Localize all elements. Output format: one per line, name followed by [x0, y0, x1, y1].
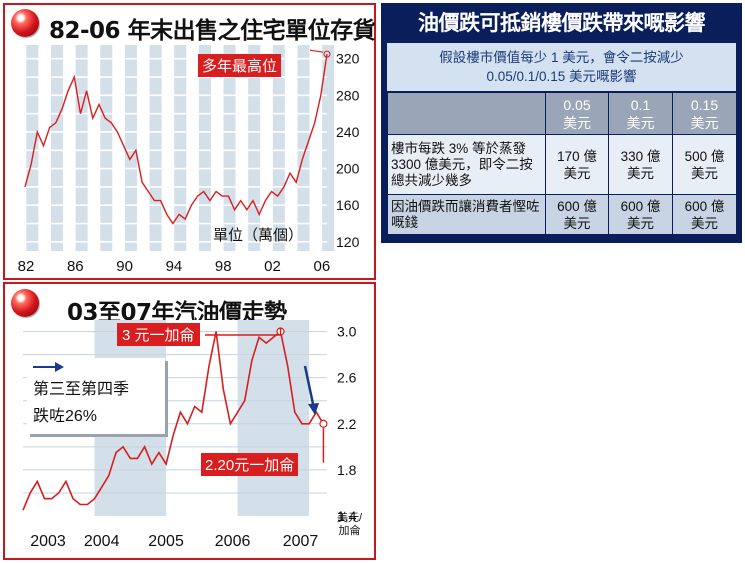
y-tick-label: 280	[336, 87, 360, 103]
y-tick-label: 2.2	[337, 416, 357, 432]
x-tick-label: 90	[116, 258, 133, 275]
year-band	[174, 45, 187, 251]
x-tick-label: 86	[67, 258, 84, 275]
table-cell: 170 億美元	[545, 134, 609, 195]
gasoline-chart-panel: 03至07年汽油價走勢 3.0 2.6 2.2 1.8 1.4 2003 2004 2005 2…	[3, 282, 376, 560]
y-tick-label: 200	[336, 161, 360, 177]
year-band	[322, 45, 335, 251]
table-header-row: 0.05 美元 0.1 美元 0.15 美元	[387, 92, 737, 135]
drop-note-line1: 第三至第四季	[33, 381, 130, 398]
comparison-table: 0.05 美元 0.1 美元 0.15 美元 樓市每跌 3% 等於蒸發 3300 億美…	[387, 92, 737, 235]
header-cell: 0.05 美元	[545, 92, 609, 135]
year-band	[248, 45, 261, 251]
red-ball-icon	[11, 9, 39, 37]
y-tick-label: 1.8	[337, 462, 357, 478]
table-cell: 500 億美元	[672, 134, 737, 195]
y-tick-label: 160	[336, 197, 360, 213]
x-tick-label: 82	[18, 258, 35, 275]
inventory-chart-panel: 82-06 年末出售之住宅單位存貨 320 280 240 200 160 120 82 86…	[3, 3, 376, 280]
table-title: 油價跌可抵銷樓價跌帶來嘅影響	[418, 11, 706, 35]
annotation-leader	[309, 49, 324, 53]
y-tick-label: 2.6	[337, 370, 357, 386]
drop-note-line2: 跌咗26%	[33, 408, 98, 425]
inventory-peak-marker	[323, 50, 331, 58]
x-tick-label: 06	[313, 258, 330, 275]
year-band	[100, 45, 113, 251]
year-band	[198, 45, 211, 251]
gasoline-price-line	[22, 330, 325, 511]
x-tick-label: 94	[166, 258, 183, 275]
year-band	[50, 45, 63, 251]
table-row: 因油價跌而讓消費者慳咗嘅錢 600 億美元 600 億美元 600 億美元	[387, 194, 737, 235]
peak-annotation: 多年最高位	[198, 54, 282, 77]
x-tick-label: 2005	[148, 533, 184, 550]
year-band	[149, 45, 162, 251]
x-tick-label: 2004	[84, 533, 120, 550]
year-band	[272, 45, 285, 251]
drop-arrow-shaft	[303, 365, 315, 405]
peak-leader-line	[205, 327, 282, 336]
header-cell: 0.1 美元	[608, 92, 673, 135]
year-band	[166, 320, 238, 516]
year-band	[297, 45, 310, 251]
chart1-svg: 320 280 240 200 160 120 82 86 90 94 98 02 06	[18, 45, 360, 275]
blue-arrow-icon	[33, 362, 65, 372]
table-cell: 330 億美元	[608, 134, 673, 195]
row-label: 樓市每跌 3% 等於蒸發 3300 億美元，即令二按總共減少幾多	[387, 134, 546, 195]
table-row: 樓市每跌 3% 等於蒸發 3300 億美元，即令二按總共減少幾多 170 億美元…	[387, 134, 737, 195]
y-tick-label: 240	[336, 124, 360, 140]
y-tick-label: 120	[336, 234, 360, 250]
peak-price-label: 3 元一加侖	[117, 323, 200, 346]
chart2-unit-label: 美元/ 加侖	[337, 512, 363, 537]
chart1-unit-label: 單位（萬個）	[213, 227, 304, 244]
year-band	[124, 45, 137, 251]
year-band	[75, 45, 88, 251]
x-tick-label: 98	[215, 258, 232, 275]
header-blank	[387, 92, 546, 135]
y-tick-label: 320	[336, 51, 360, 67]
x-tick-label: 02	[264, 258, 281, 275]
header-cell: 0.15 美元	[672, 92, 737, 135]
x-tick-label: 2003	[30, 533, 66, 550]
drop-note-box: 第三至第四季 跌咗26%	[27, 358, 165, 434]
year-band	[223, 45, 236, 251]
year-band	[237, 320, 310, 516]
inventory-line	[24, 54, 328, 225]
table-subtitle: 假設樓市價值每少 1 美元，會令二按減少 0.05/0.1/0.15 美元嘅影響	[387, 43, 736, 91]
oil-housing-table-panel: 油價跌可抵銷樓價跌帶來嘅影響 假設樓市價值每少 1 美元，會令二按減少 0.05…	[381, 3, 742, 243]
gas-end-marker	[319, 419, 328, 428]
table-cell: 600 億美元	[672, 194, 737, 235]
year-band	[26, 45, 39, 251]
end-price-label: 2.20元一加侖	[201, 453, 299, 476]
year-band	[309, 320, 327, 516]
chart1-title: 82-06 年末出售之住宅單位存貨	[49, 18, 376, 44]
y-tick-label: 3.0	[337, 324, 357, 340]
drop-arrow-head-icon	[308, 403, 319, 415]
red-ball-icon	[11, 289, 39, 317]
x-tick-label: 2006	[215, 533, 251, 550]
row-label: 因油價跌而讓消費者慳咗嘅錢	[387, 194, 546, 235]
x-tick-label: 2007	[283, 533, 319, 550]
table-cell: 600 億美元	[608, 194, 673, 235]
y-tick-label: 1.4	[337, 508, 357, 524]
table-cell: 600 億美元	[545, 194, 609, 235]
